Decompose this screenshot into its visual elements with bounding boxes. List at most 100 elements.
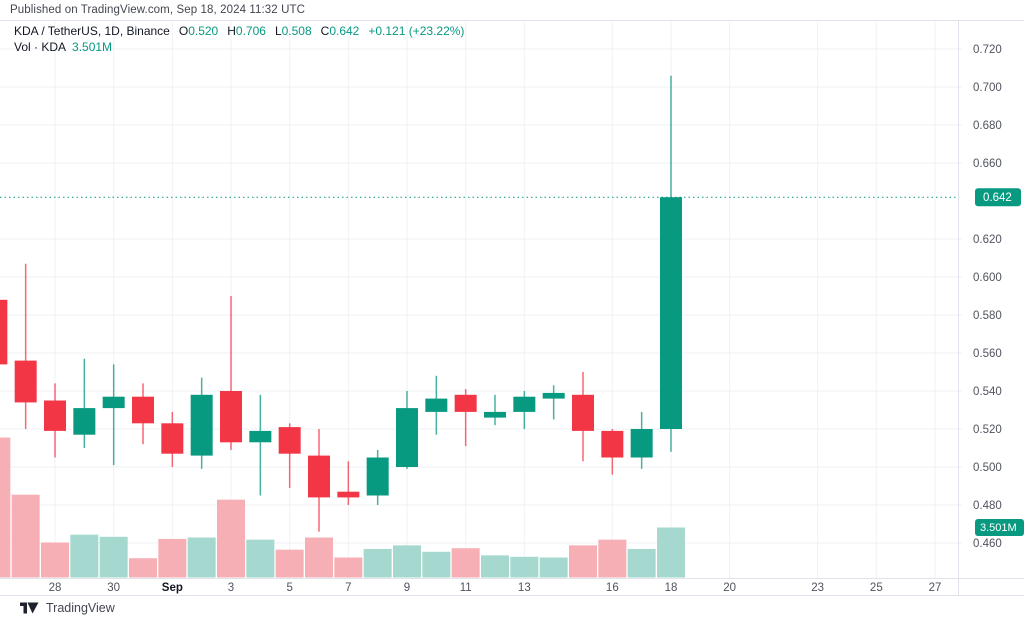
time-axis-label: 13	[518, 582, 531, 594]
candle-body	[0, 299, 8, 365]
candle-body	[396, 408, 419, 467]
volume-bar	[0, 437, 11, 578]
volume-bar	[70, 534, 99, 578]
candle-body	[278, 427, 301, 454]
candle-body	[366, 457, 389, 496]
candle-body	[249, 430, 272, 443]
change-value: +0.121 (+23.22%)	[368, 24, 465, 38]
time-axis-label: 25	[870, 582, 883, 594]
legend-row-volume: Vol · KDA 3.501M	[14, 40, 464, 54]
volume-bar	[41, 542, 70, 578]
volume-bar	[656, 527, 685, 578]
candle-wick	[112, 364, 115, 466]
candle-body	[73, 408, 96, 435]
candle-body	[44, 400, 67, 431]
chart-legend: KDA / TetherUS, 1D, Binance O0.520 H0.70…	[14, 24, 464, 54]
candle-wick	[464, 389, 467, 447]
time-axis-label: Sep	[162, 582, 183, 594]
volume-value: 3.501M	[72, 40, 113, 54]
candle-body	[425, 398, 448, 412]
price-axis-label: 0.500	[973, 462, 1002, 474]
candle-wick	[230, 296, 232, 450]
legend-row-symbol: KDA / TetherUS, 1D, Binance O0.520 H0.70…	[14, 24, 464, 38]
price-axis-label: 0.520	[973, 424, 1002, 436]
candle-body	[484, 411, 507, 418]
volume-bar	[481, 555, 510, 578]
candle-wick	[259, 394, 262, 496]
price-axis-label: 0.560	[973, 348, 1002, 360]
ohlc-low: L0.508	[274, 24, 312, 38]
volume-bar	[158, 538, 187, 578]
volume-bar	[510, 556, 539, 578]
candle-body	[220, 391, 243, 443]
price-axis-label: 0.480	[973, 500, 1002, 512]
candle-body	[14, 360, 37, 403]
attribution-text[interactable]: TradingView	[46, 601, 115, 615]
volume-bar	[363, 548, 392, 578]
symbol-title: KDA / TetherUS, 1D, Binance	[14, 24, 170, 38]
candle-body	[542, 392, 565, 399]
volume-badge-value: 3.501M	[980, 522, 1017, 534]
candle-body	[601, 430, 624, 458]
volume-bar	[11, 494, 40, 578]
price-axis-label: 0.540	[973, 386, 1002, 398]
volume-bar	[539, 557, 568, 578]
candle-wick	[552, 385, 555, 420]
volume-bar	[569, 545, 597, 578]
time-axis-label: 27	[929, 582, 942, 594]
price-axis-label: 0.600	[973, 272, 1002, 284]
ohlc-high: H0.706	[227, 24, 266, 38]
candle-wick	[494, 394, 496, 426]
volume-bar	[187, 537, 216, 578]
price-axis-label: 0.660	[973, 158, 1002, 170]
candle-body	[659, 197, 682, 429]
candle-body	[190, 394, 213, 456]
volume-bar	[451, 548, 480, 578]
time-axis-label: 16	[606, 582, 619, 594]
time-axis-label: 18	[665, 582, 678, 594]
time-axis-label: 30	[107, 582, 120, 594]
volume-bar	[246, 539, 275, 578]
attribution-bar: TradingView	[20, 601, 115, 615]
price-axis-label: 0.460	[973, 538, 1002, 550]
candle-body	[454, 394, 477, 412]
published-line: Published on TradingView.com, Sep 18, 20…	[10, 4, 306, 16]
volume-bar	[422, 551, 451, 578]
time-axis-label: 7	[345, 582, 351, 594]
candle-body	[308, 455, 331, 498]
candle-wick	[347, 461, 350, 505]
price-axis-label: 0.620	[973, 234, 1002, 246]
price-axis-label: 0.680	[973, 120, 1002, 132]
volume-bar	[217, 499, 246, 578]
candle-body	[161, 423, 184, 454]
candle-wick	[24, 263, 27, 429]
time-axis-label: 11	[460, 582, 472, 594]
last-price-badge-value: 0.642	[983, 192, 1012, 204]
tradingview-logo-icon[interactable]	[20, 602, 39, 614]
time-axis-label: 5	[286, 582, 292, 594]
volume-bar	[627, 548, 656, 578]
time-axis-label: 23	[811, 582, 824, 594]
ohlc-open: O0.520	[178, 24, 219, 38]
volume-bar	[598, 539, 627, 578]
candle-body	[102, 396, 125, 409]
candle-wick	[288, 423, 291, 488]
volume-bar	[305, 537, 334, 578]
candle-body	[630, 429, 653, 458]
volume-bar	[99, 536, 128, 578]
candle-body	[513, 396, 536, 412]
price-axis-label: 0.700	[973, 82, 1002, 94]
ohlc-close: C0.642	[320, 24, 360, 38]
time-axis-label: 28	[49, 582, 62, 594]
volume-label: Vol · KDA	[14, 40, 67, 54]
time-axis-label: 20	[723, 582, 736, 594]
volume-badge	[975, 519, 1024, 537]
volume-bar	[393, 545, 422, 578]
price-axis-label: 0.720	[973, 44, 1002, 56]
candle-wick	[83, 358, 86, 448]
volume-bar	[275, 549, 304, 578]
time-axis-label: 9	[404, 582, 410, 594]
price-axis-label: 0.580	[973, 310, 1002, 322]
